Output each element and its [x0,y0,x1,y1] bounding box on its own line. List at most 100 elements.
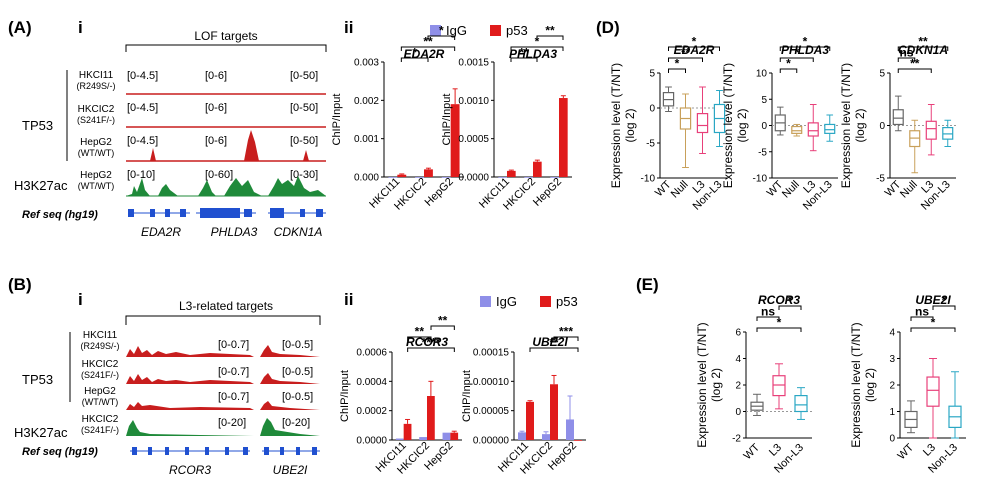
bar-igg [498,177,507,178]
a-range-3-1: [0-4.5] [127,135,158,147]
significance-label: ** [549,336,559,350]
legend-label-igg: IgG [496,294,517,309]
b-sample-2-name: HKCIC2 [82,359,119,370]
legend-swatch-p53 [490,25,501,36]
tp53-group-label-a: TP53 [22,118,53,133]
y-tick-label: 0.000 [354,173,379,184]
y-tick-label: 0 [879,121,885,132]
category-label: L3 [767,442,784,459]
y-axis-label: ChIP/Input [331,94,343,146]
panel-label-b: (B) [8,275,32,294]
y-axis-label-unit: (log 2) [863,368,877,402]
category-label: WT [742,441,763,462]
y-tick-label: 6 [735,328,741,339]
y-axis-label-unit: (log 2) [709,368,723,402]
significance-label: ns [761,305,775,319]
significance-label: * [439,24,444,38]
y-tick-label: -5 [646,139,655,150]
y-axis-label-unit: (log 2) [735,108,749,142]
significance-label: * [777,316,782,330]
b-sample-4-name: HKCIC2 [82,414,119,425]
y-tick-label: 0.003 [354,58,379,69]
b-sample-1-genotype: (R249S/-) [80,341,119,351]
bar-p53 [559,98,568,177]
y-tick-label: 10 [756,69,768,80]
a-range-1-1: [0-4.5] [127,70,158,82]
category-label: Null [780,179,802,201]
significance-label: *** [559,325,573,339]
box-iqr [791,125,803,134]
chip-bar-chart-ube2i: UBE2I 0.00000 0.00005 0.00010 0.00015ChIP/In… [461,325,586,477]
category-label: HepG2 [531,176,564,209]
bar-p53 [574,440,582,441]
panel-b-genome-tracks: L3-related targets TP53 H3K27ac HKCI11 (… [14,299,321,477]
y-tick-label: 5 [649,69,655,80]
y-tick-label: 0.0010 [458,96,489,107]
significance-bracket [779,68,798,73]
b-range-3-2: [0-0.5] [282,391,313,403]
a-sample-2-genotype: (S241F/-) [77,115,115,125]
significance-label: ** [423,35,433,49]
significance-label: * [803,35,808,49]
b-tp53-track-2 [126,373,320,384]
b-sample-1-name: HKCI11 [83,330,118,341]
panel-b-sub-ii: ii [344,290,353,309]
a-range-2-2: [0-6] [205,102,227,114]
b-range-4-1: [0-20] [218,417,246,429]
y-tick-label: 4 [889,328,895,339]
b-gene-2: UBE2I [273,463,308,477]
significance-bracket [529,347,579,352]
a-range-4-1: [0-10] [127,169,155,181]
a-refseq-track [128,208,326,218]
bar-p53 [403,423,412,440]
significance-bracket [778,305,802,310]
significance-bracket [430,325,455,330]
box-plot-ube2i: UBE2I 0 1 2 3 4 Expression level (T/NT) (log 2)… [849,293,966,476]
y-tick-label: 0.00010 [473,377,510,388]
significance-bracket [668,68,686,73]
b-range-1-2: [0-0.5] [282,339,313,351]
y-tick-label: 1 [889,407,895,418]
chart-title: UBE2I [915,293,951,307]
bar-p53 [450,432,459,440]
y-tick-label: 0.0005 [458,134,489,145]
bar-p53 [550,384,558,440]
y-axis-label: Expression level (T/NT) [609,63,623,188]
bar-p53 [427,396,435,440]
a-range-3-3: [0-50] [290,135,318,147]
bar-igg [415,177,424,178]
category-label: L3 [921,442,938,459]
y-tick-label: 0.002 [354,96,379,107]
y-tick-label: 0.001 [354,134,379,145]
legend-swatch-p53 [540,296,551,307]
chart-title: EDA2R [404,47,445,61]
y-tick-label: 0 [735,407,741,418]
b-sample-3-name: HepG2 [84,386,116,397]
y-tick-label: 0.0000 [356,436,387,447]
significance-bracket [510,46,564,51]
significance-bracket [756,327,802,332]
panel-a-sub-ii: ii [344,18,353,37]
a-gene-2: PHLDA3 [211,225,258,239]
legend-label-p53: p53 [556,294,578,309]
y-tick-label: 0.0006 [356,348,387,359]
a-sample-3-name: HepG2 [80,137,112,148]
bar-igg [395,438,404,440]
y-tick-label: 0.00005 [473,406,510,417]
bar-igg [442,432,451,440]
box-plot-rcor3: RCOR3 -2 0 2 4 6 Expression level (T/NT) (log 2… [695,293,812,476]
significance-label: * [412,46,417,60]
lof-bracket-title: LOF targets [194,29,257,43]
b-range-1-1: [0-0.7] [218,339,249,351]
y-tick-label: 0.0002 [356,406,387,417]
box-iqr [925,120,937,140]
significance-bracket [668,57,703,62]
b-range-2-1: [0-0.7] [218,366,249,378]
panel-a-genome-tracks: LOF targets TP53 H3K27ac HKCI11 (R249S/-… [14,29,327,239]
bar-igg [419,437,427,440]
significance-bracket [553,336,579,341]
bar-p53 [533,161,542,177]
